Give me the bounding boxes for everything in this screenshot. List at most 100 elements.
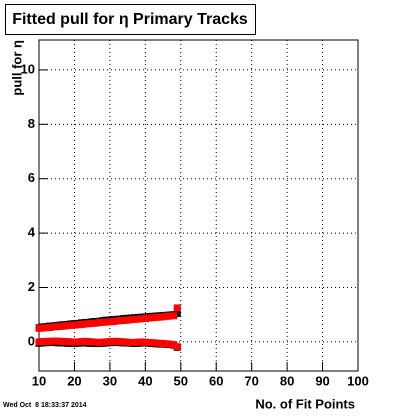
point: [170, 341, 178, 349]
point: [138, 338, 146, 346]
point: [131, 315, 139, 323]
point: [92, 338, 100, 346]
point: [95, 338, 103, 346]
point: [56, 337, 64, 345]
point: [152, 313, 160, 321]
point: [117, 338, 125, 346]
point: [117, 317, 125, 325]
point: [141, 338, 149, 346]
x-tick-label: 100: [347, 373, 369, 388]
chart-title: Fitted pull for η Primary Tracks: [12, 11, 248, 28]
point: [131, 338, 139, 346]
point: [42, 324, 50, 332]
point: [156, 339, 164, 347]
y-tick-label: 0: [28, 333, 35, 348]
x-tick-label: 80: [280, 373, 294, 388]
point: [49, 323, 57, 331]
x-tick-label: 50: [174, 373, 188, 388]
point: [159, 313, 167, 321]
point: [109, 337, 117, 345]
y-axis-label: pull for η: [9, 40, 24, 96]
point: [134, 338, 142, 346]
point: [145, 338, 153, 346]
x-axis-label: No. of Fit Points: [255, 396, 355, 411]
point: [35, 324, 43, 332]
point: [106, 338, 114, 346]
point: [113, 337, 121, 345]
point: [81, 320, 89, 328]
point: [170, 312, 178, 320]
point: [67, 321, 75, 329]
point: [148, 314, 156, 322]
point: [148, 339, 156, 347]
point: [85, 320, 93, 328]
point: [166, 312, 174, 320]
point: [120, 316, 128, 324]
point: [53, 337, 61, 345]
point: [70, 338, 78, 346]
point: [124, 316, 132, 324]
x-tick-label: 30: [103, 373, 117, 388]
x-tick-label: 40: [138, 373, 152, 388]
plot-frame: [38, 39, 359, 372]
point: [63, 338, 71, 346]
point: [88, 338, 96, 346]
point: [46, 337, 54, 345]
point: [120, 338, 128, 346]
point: [99, 318, 107, 326]
point: [67, 338, 75, 346]
point: [134, 315, 142, 323]
point: [102, 338, 110, 346]
point: [60, 322, 68, 330]
point: [109, 317, 117, 325]
point: [173, 304, 181, 312]
point: [102, 318, 110, 326]
point: [95, 319, 103, 327]
point: [88, 319, 96, 327]
y-tick-label: 10: [21, 61, 35, 76]
point: [49, 337, 57, 345]
point: [39, 324, 47, 332]
point: [74, 338, 82, 346]
x-tick-label: 90: [315, 373, 329, 388]
point: [46, 323, 54, 331]
y-tick-label: 2: [28, 279, 35, 294]
point: [141, 315, 149, 323]
point: [35, 338, 43, 346]
point: [78, 320, 86, 328]
point: [39, 338, 47, 346]
point: [92, 319, 100, 327]
point: [85, 338, 93, 346]
point: [70, 321, 78, 329]
point: [60, 337, 68, 345]
point: [173, 309, 181, 317]
point: [81, 337, 89, 345]
point: [152, 339, 160, 347]
point: [159, 340, 167, 348]
y-tick-label: 6: [28, 170, 35, 185]
point: [163, 312, 171, 320]
point: [78, 338, 86, 346]
point: [63, 322, 71, 330]
x-tick-label: 70: [244, 373, 258, 388]
point: [42, 337, 50, 345]
x-tick-label: 20: [67, 373, 81, 388]
x-tick-label: 60: [209, 373, 223, 388]
point: [163, 340, 171, 348]
point: [138, 315, 146, 323]
point: [74, 321, 82, 329]
point: [124, 338, 132, 346]
y-tick-label: 4: [28, 225, 36, 240]
point: [127, 316, 135, 324]
y-tick-label: 8: [28, 116, 35, 131]
point: [145, 314, 153, 322]
timestamp: Wed Oct 8 18:33:37 2014: [3, 402, 87, 409]
point: [56, 322, 64, 330]
point: [127, 338, 135, 346]
point: [113, 317, 121, 325]
point: [166, 340, 174, 348]
point: [106, 318, 114, 326]
x-tick-label: 10: [32, 373, 46, 388]
